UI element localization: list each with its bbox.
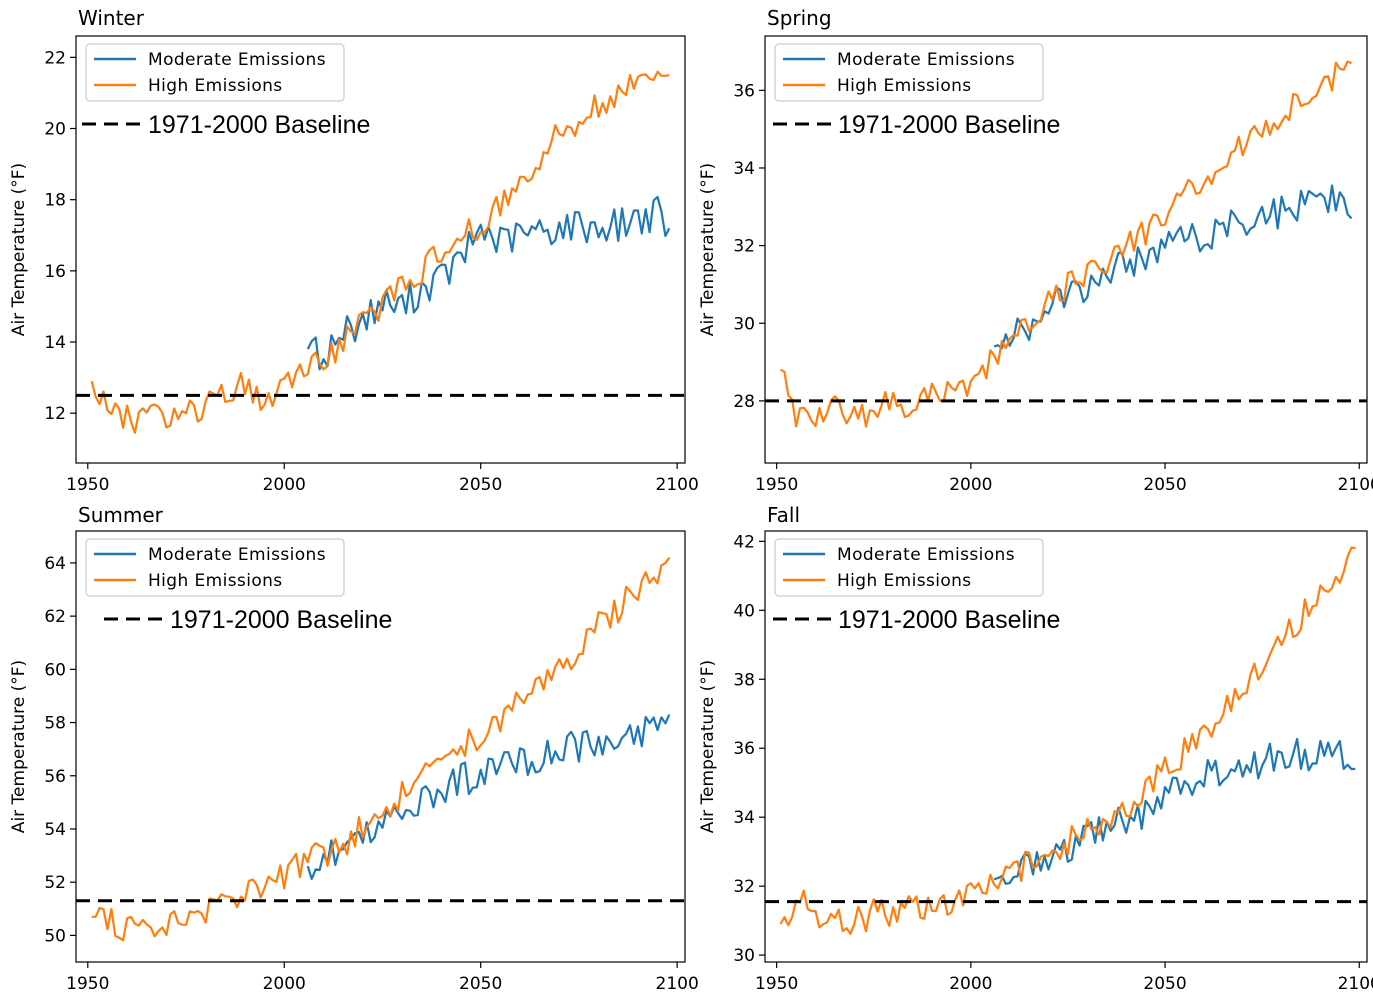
x-tick-label: 1950 (66, 475, 109, 495)
x-tick-label: 2050 (1143, 974, 1186, 994)
baseline-legend-label: 1971-2000 Baseline (170, 606, 392, 634)
baseline-legend-label: 1971-2000 Baseline (148, 111, 370, 139)
chart-title: Fall (767, 503, 800, 527)
y-tick-label: 50 (44, 926, 66, 946)
plot-frame (75, 35, 686, 464)
legend-box (774, 538, 1044, 597)
y-tick-label: 34 (733, 159, 755, 179)
plot-frame (764, 530, 1368, 963)
chart-panel-spring: Spring Air Temperature (°F) 1950 2000 2050 21… (698, 6, 1373, 495)
chart-panel-summer: Summer Air Temperature (°F) 1950 2000 2050 21… (9, 503, 699, 994)
y-tick-label: 40 (733, 601, 755, 621)
legend-box (85, 43, 345, 102)
y-tick-label: 32 (733, 237, 755, 257)
x-tick-label: 1950 (66, 974, 109, 994)
y-tick-label: 20 (44, 120, 66, 140)
legend-label-high: High Emissions (837, 571, 972, 591)
legend-label-moderate: Moderate Emissions (148, 50, 326, 70)
y-tick-label: 42 (733, 532, 755, 552)
x-tick-label: 2000 (949, 475, 992, 495)
chart-panel-fall: Fall Air Temperature (°F) 1950 2000 2050 2100… (698, 503, 1373, 994)
chart-title: Winter (78, 6, 145, 30)
y-tick-label: 36 (733, 739, 755, 759)
y-tick-label: 64 (44, 554, 66, 574)
x-tick-label: 2000 (263, 974, 306, 994)
series-line-moderate (993, 737, 1356, 885)
x-tick-label: 2000 (949, 974, 992, 994)
series-line-moderate (993, 184, 1353, 350)
y-axis-label: Air Temperature (°F) (698, 660, 718, 833)
legend-label-moderate: Moderate Emissions (837, 545, 1015, 565)
legend-box (774, 43, 1044, 102)
legend-box (85, 538, 345, 597)
y-tick-label: 58 (44, 714, 66, 734)
series-line-high (779, 546, 1356, 935)
x-tick-label: 2050 (459, 974, 502, 994)
y-tick-label: 62 (44, 607, 66, 627)
y-axis-label: Air Temperature (°F) (9, 163, 29, 336)
x-tick-label: 2050 (1143, 475, 1186, 495)
chart-title: Summer (78, 503, 164, 527)
x-tick-label: 2100 (1338, 974, 1373, 994)
y-tick-label: 54 (44, 820, 66, 840)
x-tick-label: 2100 (656, 974, 699, 994)
legend-label-high: High Emissions (837, 76, 972, 96)
y-tick-label: 56 (44, 767, 66, 787)
y-tick-label: 60 (44, 660, 66, 680)
series-line-high (779, 60, 1352, 428)
y-tick-label: 32 (733, 877, 755, 897)
y-tick-label: 30 (733, 314, 755, 334)
y-tick-label: 36 (733, 81, 755, 101)
y-tick-label: 28 (733, 392, 755, 412)
plot-frame (764, 35, 1368, 464)
y-tick-label: 52 (44, 873, 66, 893)
x-tick-label: 1950 (755, 475, 798, 495)
x-tick-label: 2100 (1338, 475, 1373, 495)
series-line-high (91, 556, 671, 942)
y-tick-label: 14 (44, 333, 66, 353)
chart-panel-winter: Winter Air Temperature (°F) 1950 2000 2050 21… (9, 6, 699, 495)
y-tick-label: 16 (44, 262, 66, 282)
y-tick-label: 12 (44, 404, 66, 424)
y-tick-label: 38 (733, 670, 755, 690)
legend-label-moderate: Moderate Emissions (837, 50, 1015, 70)
y-axis-label: Air Temperature (°F) (698, 163, 718, 336)
legend-label-high: High Emissions (148, 76, 283, 96)
baseline-legend-label: 1971-2000 Baseline (838, 606, 1060, 634)
y-tick-label: 30 (733, 946, 755, 966)
chart-title: Spring (767, 6, 832, 30)
y-axis-label: Air Temperature (°F) (9, 660, 29, 833)
legend-label-high: High Emissions (148, 571, 283, 591)
series-line-moderate (306, 714, 671, 880)
x-tick-label: 2050 (459, 475, 502, 495)
y-tick-label: 18 (44, 191, 66, 211)
legend-label-moderate: Moderate Emissions (148, 545, 326, 565)
baseline-legend-label: 1971-2000 Baseline (838, 111, 1060, 139)
plot-frame (75, 530, 686, 963)
x-tick-label: 2100 (656, 475, 699, 495)
y-tick-label: 22 (44, 48, 66, 68)
y-tick-label: 34 (733, 808, 755, 828)
series-line-high (90, 70, 670, 434)
x-tick-label: 2000 (263, 475, 306, 495)
x-tick-label: 1950 (755, 974, 798, 994)
